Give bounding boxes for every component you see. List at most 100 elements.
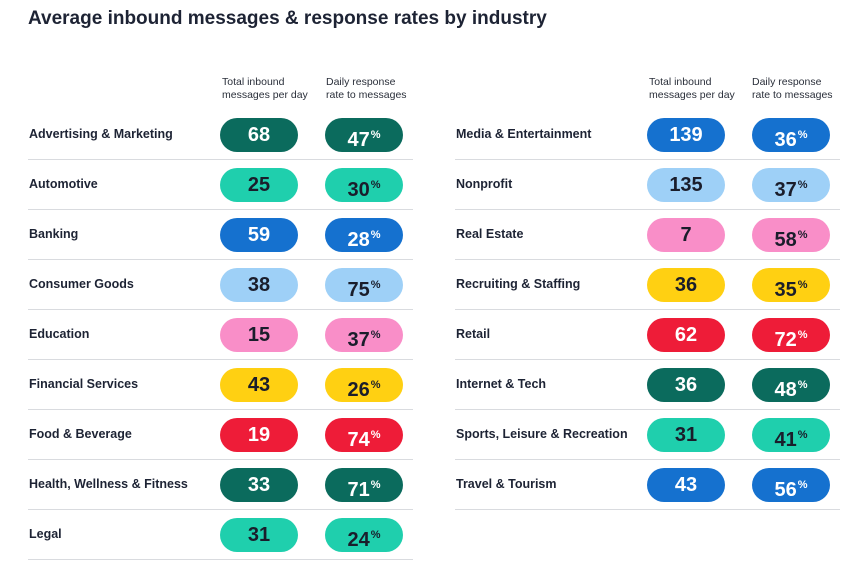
table-row: Education 15 37% (28, 310, 413, 360)
inbound-messages-value: 31 (220, 518, 298, 552)
inbound-messages-value: 38 (220, 268, 298, 302)
inbound-messages-value: 43 (647, 468, 725, 502)
industry-label: Media & Entertainment (456, 127, 592, 141)
response-rate-value: 74% (325, 418, 403, 452)
inbound-messages-value: 139 (647, 118, 725, 152)
response-rate-number: 35 (774, 279, 797, 301)
table-row: Banking 59 28% (28, 210, 413, 260)
inbound-messages-value: 135 (647, 168, 725, 202)
industry-label: Education (29, 327, 90, 341)
response-rate-number: 56 (774, 479, 797, 501)
percent-sign: % (370, 479, 381, 491)
percent-sign: % (370, 229, 381, 241)
inbound-messages-value: 7 (647, 218, 725, 252)
response-rate-value: 36% (752, 118, 830, 152)
industry-label: Travel & Tourism (456, 477, 557, 491)
response-rate-number: 24 (347, 529, 370, 551)
inbound-messages-value: 25 (220, 168, 298, 202)
industry-label: Sports, Leisure & Recreation (456, 427, 628, 441)
percent-sign: % (797, 279, 808, 291)
industry-label: Banking (29, 227, 79, 241)
header-inbound-right: Total inbound messages per day (649, 76, 735, 101)
percent-sign: % (370, 129, 381, 141)
industry-label: Financial Services (29, 377, 139, 391)
table-row: Travel & Tourism 43 56% (455, 460, 840, 510)
response-rate-number: 72 (774, 329, 797, 351)
response-rate-value: 47% (325, 118, 403, 152)
table-row: Legal 31 24% (28, 510, 413, 560)
inbound-messages-value: 19 (220, 418, 298, 452)
response-rate-value: 72% (752, 318, 830, 352)
inbound-messages-value: 36 (647, 268, 725, 302)
table-row: Financial Services 43 26% (28, 360, 413, 410)
table-row: Consumer Goods 38 75% (28, 260, 413, 310)
percent-sign: % (797, 329, 808, 341)
percent-sign: % (370, 329, 381, 341)
percent-sign: % (370, 429, 381, 441)
inbound-messages-value: 59 (220, 218, 298, 252)
response-rate-number: 75 (347, 279, 370, 301)
percent-sign: % (370, 279, 381, 291)
table-row: Automotive 25 30% (28, 160, 413, 210)
table-row: Recruiting & Staffing 36 35% (455, 260, 840, 310)
percent-sign: % (797, 429, 808, 441)
inbound-messages-value: 43 (220, 368, 298, 402)
inbound-messages-value: 62 (647, 318, 725, 352)
response-rate-number: 74 (347, 429, 370, 451)
response-rate-number: 37 (774, 179, 797, 201)
inbound-messages-value: 15 (220, 318, 298, 352)
response-rate-value: 71% (325, 468, 403, 502)
percent-sign: % (797, 179, 808, 191)
response-rate-number: 30 (347, 179, 370, 201)
response-rate-value: 37% (752, 168, 830, 202)
inbound-messages-value: 68 (220, 118, 298, 152)
header-inbound-left: Total inbound messages per day (222, 76, 308, 101)
response-rate-number: 26 (347, 379, 370, 401)
inbound-messages-value: 31 (647, 418, 725, 452)
response-rate-value: 37% (325, 318, 403, 352)
table-row: Advertising & Marketing 68 47% (28, 110, 413, 160)
response-rate-value: 24% (325, 518, 403, 552)
response-rate-number: 36 (774, 129, 797, 151)
response-rate-number: 48 (774, 379, 797, 401)
industry-label: Consumer Goods (29, 277, 134, 291)
percent-sign: % (797, 479, 808, 491)
response-rate-number: 47 (347, 129, 370, 151)
percent-sign: % (797, 129, 808, 141)
response-rate-value: 26% (325, 368, 403, 402)
industry-label: Retail (456, 327, 491, 341)
percent-sign: % (370, 179, 381, 191)
industry-label: Food & Beverage (29, 427, 132, 441)
table-row: Retail 62 72% (455, 310, 840, 360)
percent-sign: % (797, 229, 808, 241)
percent-sign: % (797, 379, 808, 391)
industry-label: Internet & Tech (456, 377, 547, 391)
response-rate-number: 71 (347, 479, 370, 501)
table-row: Internet & Tech 36 48% (455, 360, 840, 410)
response-rate-value: 35% (752, 268, 830, 302)
chart-title: Average inbound messages & response rate… (28, 8, 547, 29)
response-rate-value: 28% (325, 218, 403, 252)
percent-sign: % (370, 379, 381, 391)
table-row: Food & Beverage 19 74% (28, 410, 413, 460)
response-rate-number: 28 (347, 229, 370, 251)
industry-label: Advertising & Marketing (29, 127, 173, 141)
industry-label: Recruiting & Staffing (456, 277, 581, 291)
response-rate-number: 58 (774, 229, 797, 251)
header-response-right: Daily response rate to messages (752, 76, 833, 101)
table-row: Sports, Leisure & Recreation 31 41% (455, 410, 840, 460)
response-rate-value: 56% (752, 468, 830, 502)
response-rate-number: 37 (347, 329, 370, 351)
table-row: Media & Entertainment 139 36% (455, 110, 840, 160)
header-response-left: Daily response rate to messages (326, 76, 407, 101)
table-row: Nonprofit 135 37% (455, 160, 840, 210)
response-rate-value: 58% (752, 218, 830, 252)
inbound-messages-value: 33 (220, 468, 298, 502)
industry-label: Real Estate (456, 227, 524, 241)
table-row: Real Estate 7 58% (455, 210, 840, 260)
response-rate-value: 30% (325, 168, 403, 202)
percent-sign: % (370, 529, 381, 541)
industry-label: Health, Wellness & Fitness (29, 477, 188, 491)
industry-label: Legal (29, 527, 62, 541)
inbound-messages-value: 36 (647, 368, 725, 402)
